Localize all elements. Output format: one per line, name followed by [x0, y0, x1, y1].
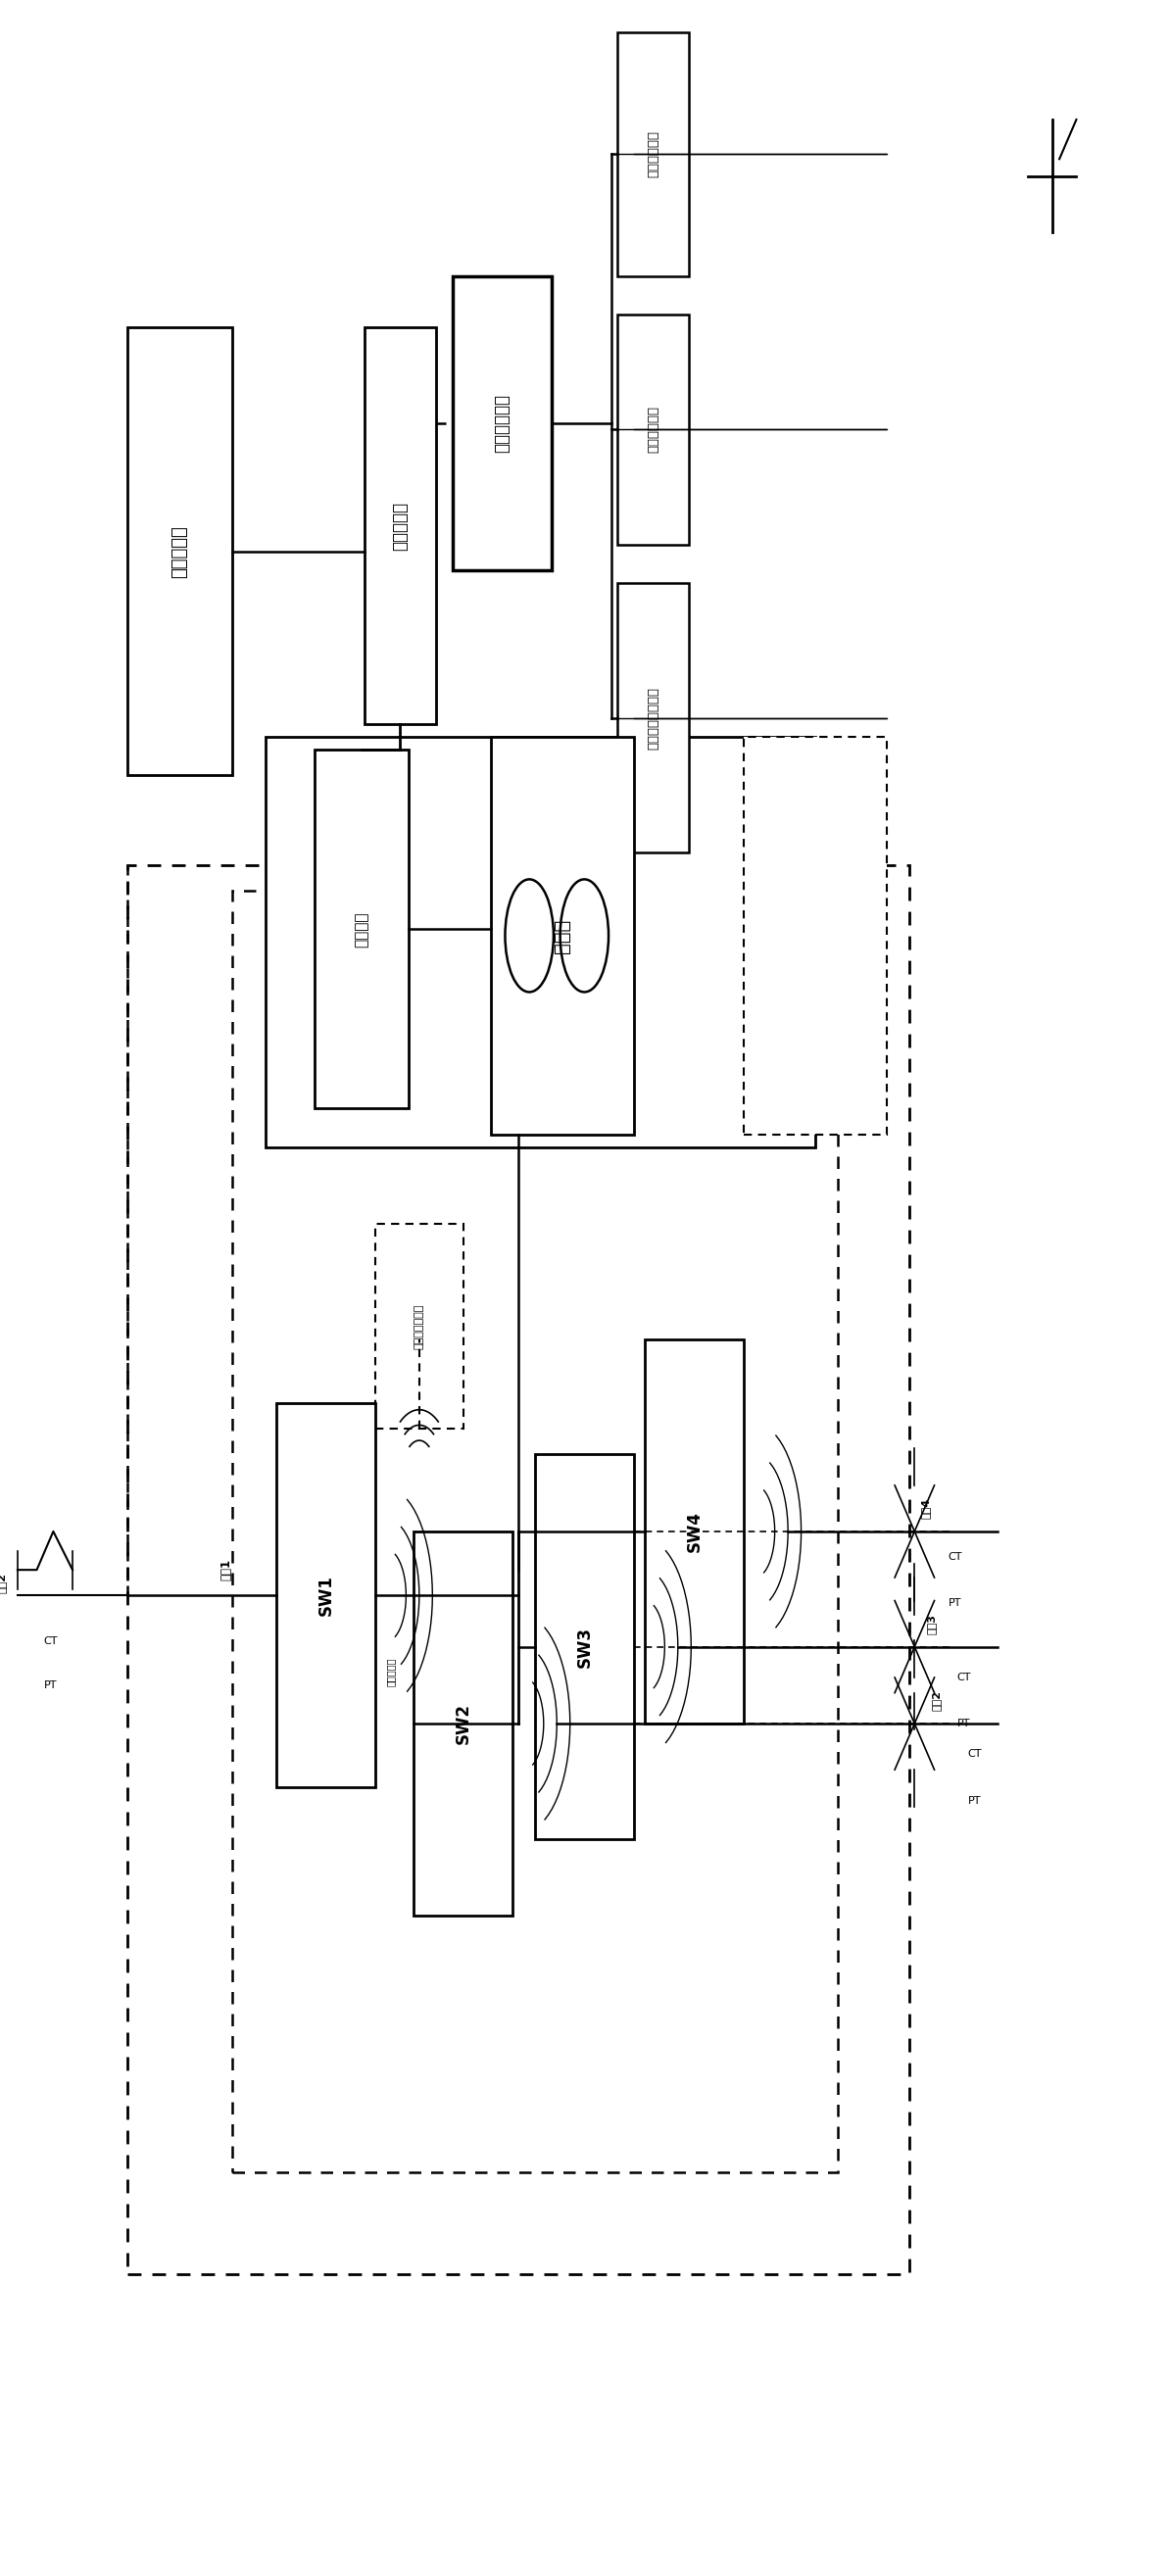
Bar — [233, 891, 837, 2172]
Text: 线路2: 线路2 — [932, 1690, 941, 1710]
Text: CT: CT — [957, 1672, 971, 1682]
Bar — [617, 33, 689, 276]
Bar — [127, 866, 909, 2275]
Text: PT: PT — [949, 1597, 962, 1607]
Text: SW3: SW3 — [575, 1625, 593, 1667]
Text: 线路4: 线路4 — [921, 1497, 931, 1520]
Bar — [265, 737, 816, 1146]
Bar — [491, 737, 634, 1133]
Text: SW1: SW1 — [317, 1574, 334, 1615]
Text: CT: CT — [948, 1553, 962, 1561]
Text: SW2: SW2 — [455, 1703, 472, 1744]
Bar — [365, 327, 436, 724]
Text: 监控数据库: 监控数据库 — [171, 526, 188, 577]
Text: SW4: SW4 — [685, 1512, 704, 1551]
Text: 控制器: 控制器 — [553, 920, 572, 953]
Text: PT: PT — [968, 1795, 982, 1806]
Text: 线路1: 线路1 — [220, 1558, 233, 1582]
Text: 通讯模块: 通讯模块 — [354, 912, 368, 948]
Text: 监控服务器: 监控服务器 — [392, 502, 409, 551]
Bar — [535, 1455, 634, 1839]
Text: 线路2: 线路2 — [0, 1571, 6, 1592]
Bar — [452, 276, 552, 569]
Text: CT: CT — [968, 1749, 982, 1759]
Bar — [414, 1530, 513, 1917]
Bar — [127, 327, 233, 775]
Bar — [743, 737, 887, 1133]
Bar — [314, 750, 408, 1108]
Bar — [276, 1404, 375, 1788]
Text: PT: PT — [44, 1680, 57, 1690]
Text: 有载调压器: 有载调压器 — [386, 1659, 396, 1687]
Text: CT: CT — [43, 1636, 57, 1646]
Text: 远程监控平台: 远程监控平台 — [493, 394, 511, 453]
Text: 故障信息处理模块: 故障信息处理模块 — [646, 688, 659, 750]
Text: 就地控制模块: 就地控制模块 — [646, 407, 659, 453]
Text: 线路3: 线路3 — [926, 1613, 936, 1633]
Bar — [645, 1340, 743, 1723]
Bar — [617, 314, 689, 546]
Bar — [617, 582, 689, 853]
Text: 传感器无线模块: 传感器无线模块 — [414, 1303, 424, 1350]
Text: PT: PT — [957, 1718, 970, 1728]
Bar — [375, 1224, 463, 1430]
Text: 主站操作模块: 主站操作模块 — [646, 131, 659, 178]
